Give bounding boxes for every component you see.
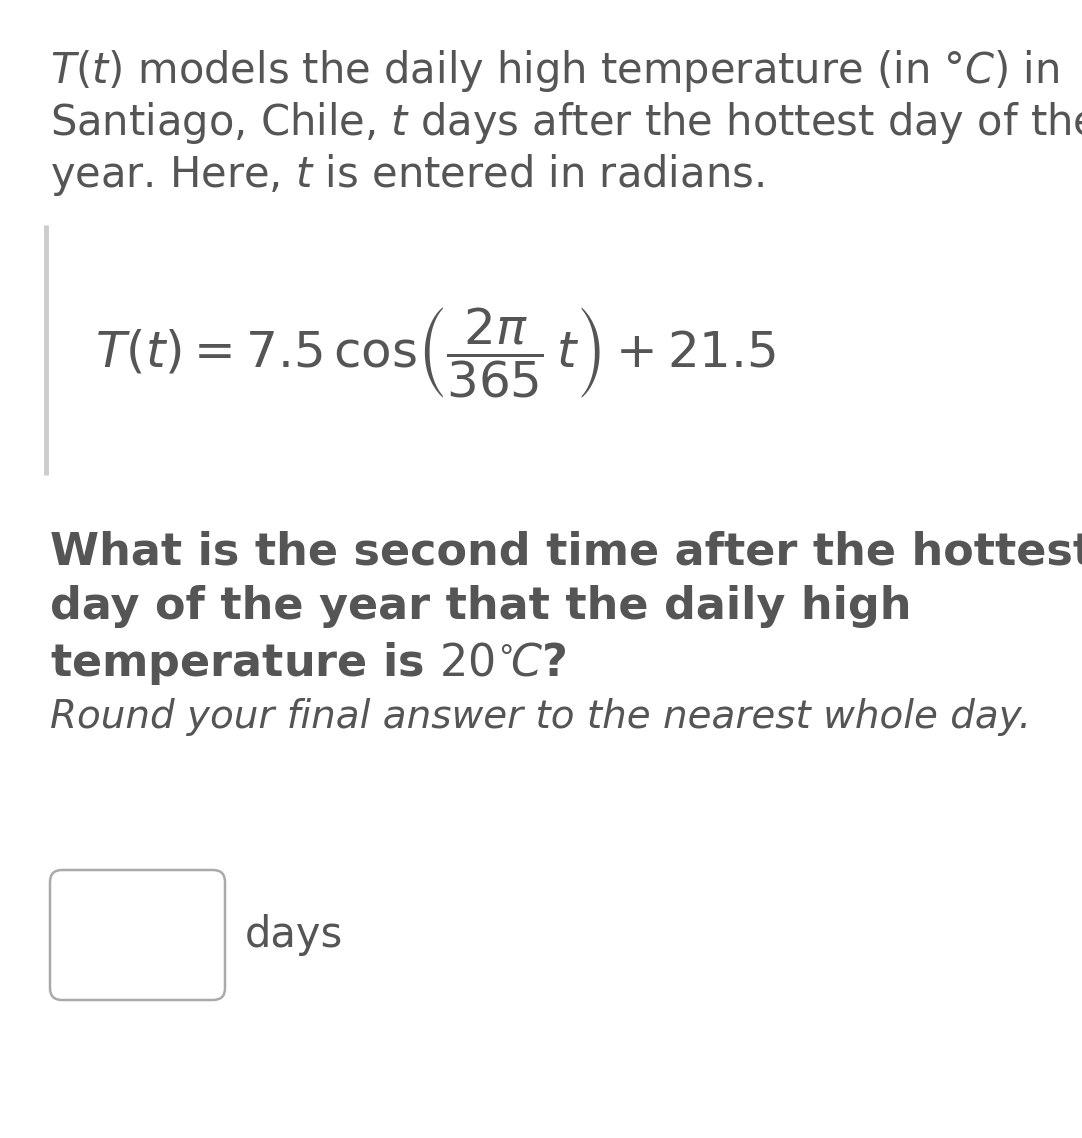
Text: Santiago, Chile, $t$ days after the hottest day of the: Santiago, Chile, $t$ days after the hott… xyxy=(50,100,1082,146)
Text: temperature is $20^{\circ}\!\mathit{C}$?: temperature is $20^{\circ}\!\mathit{C}$? xyxy=(50,640,566,687)
Text: What is the second time after the hottest: What is the second time after the hottes… xyxy=(50,530,1082,574)
Text: $T(t)$ models the daily high temperature (in °$C$) in: $T(t)$ models the daily high temperature… xyxy=(50,48,1059,94)
FancyBboxPatch shape xyxy=(50,869,225,1000)
Text: year. Here, $t$ is entered in radians.: year. Here, $t$ is entered in radians. xyxy=(50,152,764,198)
Text: $T(t) = 7.5\,\cos\!\left(\dfrac{2\pi}{365}\,t\right) + 21.5$: $T(t) = 7.5\,\cos\!\left(\dfrac{2\pi}{36… xyxy=(95,305,776,399)
Text: Round your final answer to the nearest whole day.: Round your final answer to the nearest w… xyxy=(50,698,1031,736)
Text: days: days xyxy=(245,914,343,956)
Text: day of the year that the daily high: day of the year that the daily high xyxy=(50,585,911,628)
